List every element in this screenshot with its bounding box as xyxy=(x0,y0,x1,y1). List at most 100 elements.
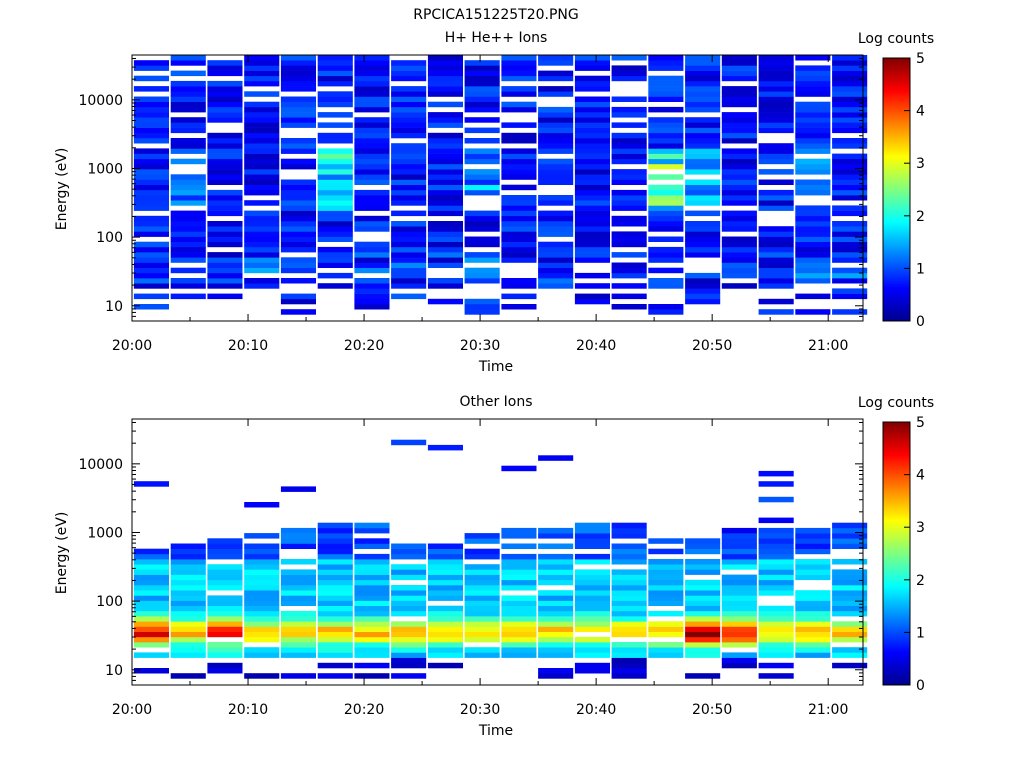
heatmap-cell xyxy=(832,590,868,596)
heatmap-cell xyxy=(758,590,794,596)
heatmap-cell xyxy=(832,80,868,87)
heatmap-cell xyxy=(832,309,868,315)
heatmap-cell xyxy=(648,65,684,71)
heatmap-cell xyxy=(611,252,647,258)
heatmap-cell xyxy=(832,86,868,92)
heatmap-cell xyxy=(244,590,280,596)
heatmap-cell xyxy=(464,652,500,658)
heatmap-cell xyxy=(721,236,757,242)
heatmap-cell xyxy=(391,636,427,643)
heatmap-cell xyxy=(207,112,243,118)
heatmap-cell xyxy=(501,616,537,622)
heatmap-cell xyxy=(354,101,390,108)
heatmap-cell xyxy=(207,106,243,113)
heatmap-cell xyxy=(464,65,500,71)
heatmap-cell xyxy=(170,184,206,191)
heatmap-cell xyxy=(427,553,463,560)
heatmap-cell xyxy=(427,257,463,263)
heatmap-cell xyxy=(795,226,831,232)
heatmap-cell xyxy=(721,132,757,139)
heatmap-cell xyxy=(758,283,794,289)
heatmap-cell xyxy=(574,101,610,108)
heatmap-cell xyxy=(832,236,868,242)
heatmap-cell xyxy=(538,642,574,648)
heatmap-cell xyxy=(133,246,169,253)
heatmap-cell xyxy=(538,75,574,82)
heatmap-cell xyxy=(170,96,206,102)
heatmap-cell xyxy=(354,595,390,601)
heatmap-cell xyxy=(538,610,574,617)
heatmap-cell xyxy=(721,600,757,606)
heatmap-cell xyxy=(427,65,463,71)
heatmap-cell xyxy=(685,80,721,87)
heatmap-cell xyxy=(538,569,574,575)
heatmap-cell xyxy=(391,101,427,108)
heatmap-cell xyxy=(207,70,243,77)
heatmap-cell xyxy=(538,195,574,201)
heatmap-cell xyxy=(207,221,243,227)
heatmap-cell xyxy=(721,553,757,560)
heatmap-cell xyxy=(721,86,757,92)
heatmap-cell xyxy=(685,605,721,612)
heatmap-cell xyxy=(648,610,684,617)
heatmap-cell xyxy=(832,527,868,534)
heatmap-cell xyxy=(648,595,684,601)
heatmap-cell xyxy=(758,647,794,653)
heatmap-cell xyxy=(832,626,868,632)
heatmap-cell xyxy=(832,60,868,66)
heatmap-cell xyxy=(721,642,757,648)
heatmap-cell xyxy=(133,616,169,622)
heatmap-cell xyxy=(464,585,500,591)
heatmap-cell xyxy=(464,626,500,632)
heatmap-cell xyxy=(574,533,610,539)
heatmap-cell xyxy=(832,257,868,263)
heatmap-cell xyxy=(758,231,794,237)
heatmap-cell xyxy=(427,210,463,217)
heatmap-cell xyxy=(391,153,427,160)
heatmap-cell xyxy=(280,70,316,77)
heatmap-cell xyxy=(574,106,610,113)
heatmap-cell xyxy=(648,226,684,232)
heatmap-cell xyxy=(648,652,684,658)
heatmap-cell xyxy=(758,673,794,679)
heatmap-cell xyxy=(795,101,831,108)
heatmap-cell xyxy=(574,153,610,160)
heatmap-cell xyxy=(427,585,463,591)
heatmap-cell xyxy=(317,569,353,575)
heatmap-cell xyxy=(574,246,610,253)
heatmap-cell xyxy=(538,138,574,144)
heatmap-cell xyxy=(648,184,684,191)
heatmap-cell xyxy=(133,621,169,627)
heatmap-cell xyxy=(354,96,390,102)
heatmap-cell xyxy=(501,631,537,638)
heatmap-cell xyxy=(648,195,684,201)
heatmap-cell xyxy=(574,652,610,658)
heatmap-cell xyxy=(170,585,206,591)
heatmap-cell xyxy=(280,158,316,165)
x-tick-label: 21:00 xyxy=(808,702,848,718)
heatmap-cell xyxy=(244,626,280,632)
heatmap-cell xyxy=(133,278,169,284)
heatmap-cell xyxy=(317,96,353,102)
heatmap-cell xyxy=(832,210,868,217)
heatmap-cell xyxy=(207,231,243,237)
heatmap-cell xyxy=(133,169,169,175)
heatmap-cell xyxy=(170,621,206,627)
heatmap-cell xyxy=(354,564,390,570)
heatmap-cell xyxy=(427,444,463,451)
heatmap-cell xyxy=(574,621,610,627)
heatmap-cell xyxy=(427,184,463,191)
heatmap-cell xyxy=(795,272,831,279)
heatmap-cell xyxy=(133,75,169,82)
heatmap-cell xyxy=(317,283,353,289)
heatmap-cell xyxy=(354,559,390,565)
x-tick-label: 20:40 xyxy=(576,702,616,718)
heatmap-cell xyxy=(721,605,757,612)
colorbar-tick-label: 5 xyxy=(916,415,925,431)
heatmap-cell xyxy=(795,205,831,211)
heatmap-cell xyxy=(611,267,647,274)
panel-h-he-ions: H+ He++ Ions Energy (eV) Time 20:00 20:10… xyxy=(54,30,934,375)
heatmap-cell xyxy=(317,590,353,596)
colorbar-tick-label: 2 xyxy=(916,573,925,589)
